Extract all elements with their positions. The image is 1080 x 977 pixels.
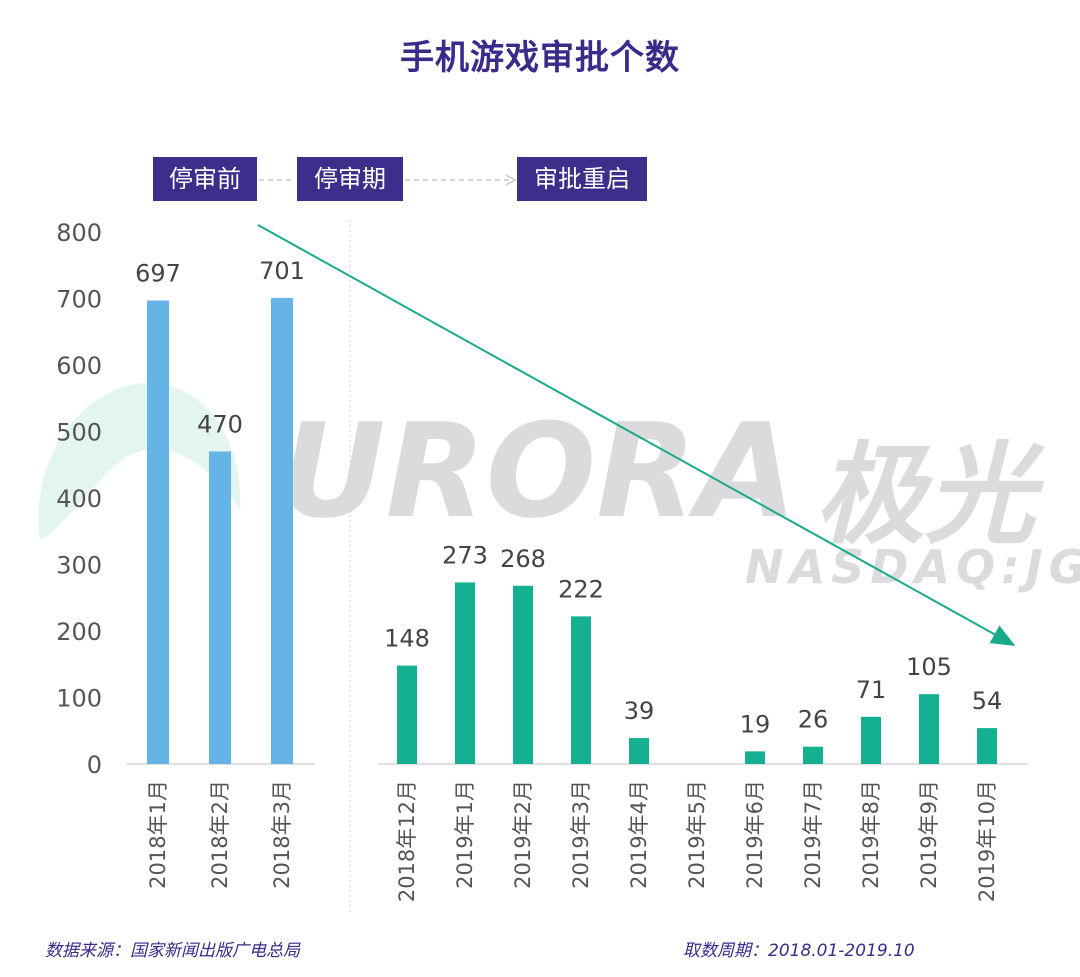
- x-category-label: 2019年3月: [569, 780, 593, 889]
- y-tick-label: 700: [56, 286, 102, 314]
- bar: [513, 585, 533, 764]
- y-tick-label: 600: [56, 352, 102, 380]
- data-label: 39: [624, 697, 655, 725]
- data-label: 273: [442, 541, 488, 569]
- bar: [803, 746, 823, 764]
- y-tick-label: 200: [56, 618, 102, 646]
- data-label: 54: [972, 687, 1003, 715]
- phase-connector-arrow: [505, 174, 517, 186]
- phase-label-before: 停审前: [153, 157, 257, 201]
- bar: [147, 300, 169, 764]
- data-label: 222: [558, 575, 604, 603]
- x-category-label: 2019年1月: [453, 780, 477, 889]
- x-category-label: 2018年3月: [270, 780, 294, 889]
- x-category-label: 2019年2月: [511, 780, 535, 889]
- data-label: 470: [197, 410, 243, 438]
- y-tick-label: 300: [56, 552, 102, 580]
- watermark-brand: URORA: [280, 395, 797, 547]
- y-tick-label: 0: [87, 751, 102, 779]
- data-label: 268: [500, 545, 546, 573]
- data-label: 105: [906, 653, 952, 681]
- x-category-label: 2019年10月: [975, 780, 999, 902]
- bar: [571, 616, 591, 764]
- y-tick-label: 400: [56, 485, 102, 513]
- data-label: 19: [740, 710, 771, 738]
- bar: [209, 451, 231, 764]
- x-category-label: 2019年5月: [685, 780, 709, 889]
- chart-title: 手机游戏审批个数: [400, 38, 680, 78]
- watermark-brand-cn: 极光: [815, 431, 1035, 559]
- x-category-label: 2018年2月: [208, 780, 232, 889]
- bar: [629, 738, 649, 764]
- bar: [271, 297, 293, 764]
- data-label: 697: [135, 259, 181, 287]
- bar: [397, 665, 417, 764]
- footer-source: 数据来源：国家新闻出版广电总局: [45, 941, 300, 961]
- x-category-label: 2019年8月: [859, 780, 883, 889]
- bar: [861, 716, 881, 764]
- watermark-ticker: NASDAQ:JG: [745, 540, 1080, 594]
- y-tick-label: 500: [56, 419, 102, 447]
- data-label: 148: [384, 625, 430, 653]
- x-category-label: 2019年4月: [627, 780, 651, 889]
- bar: [919, 694, 939, 764]
- x-category-label: 2019年6月: [743, 780, 767, 889]
- bar: [455, 582, 475, 764]
- x-category-label: 2019年9月: [917, 780, 941, 889]
- bar: [745, 751, 765, 764]
- trend-arrow: [257, 224, 1016, 646]
- y-tick-label: 100: [56, 685, 102, 713]
- phase-label-restart: 审批重启: [517, 157, 647, 201]
- y-tick-label: 800: [56, 219, 102, 247]
- data-label: 71: [856, 676, 887, 704]
- x-category-label: 2018年1月: [146, 780, 170, 889]
- x-category-label: 2019年7月: [801, 780, 825, 889]
- data-label: 701: [259, 257, 305, 285]
- footer-period: 取数周期：2018.01-2019.10: [683, 941, 915, 961]
- x-category-label: 2018年12月: [395, 780, 419, 902]
- phase-label-halt: 停审期: [297, 157, 403, 201]
- bar: [977, 728, 997, 764]
- data-label: 26: [798, 706, 829, 734]
